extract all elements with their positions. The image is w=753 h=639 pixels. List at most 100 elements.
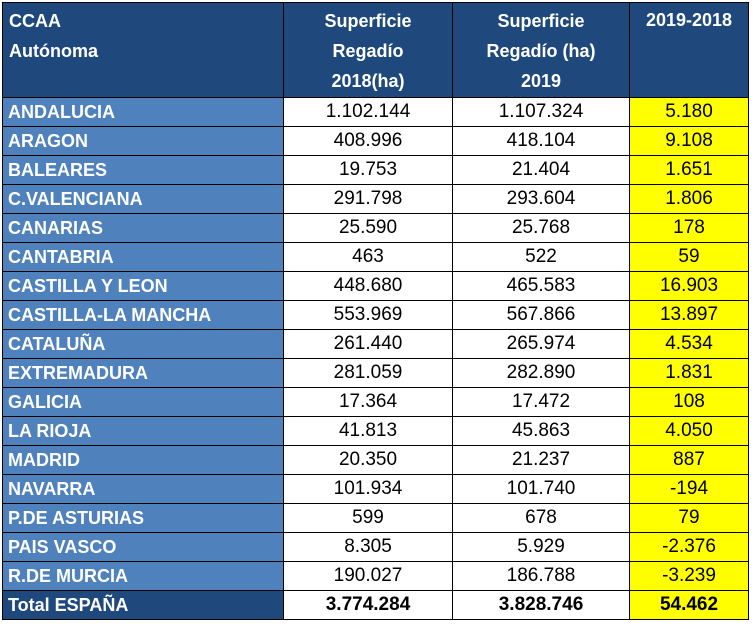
table-row: EXTREMADURA 281.059 282.890 1.831: [2, 358, 749, 388]
region-cell: NAVARRA: [2, 474, 284, 504]
table-row: P.DE ASTURIAS 599 678 79: [2, 503, 749, 533]
region-cell: CANARIAS: [2, 213, 284, 243]
difference-cell: 1.806: [629, 184, 749, 214]
area-2019-cell: 293.604: [452, 184, 630, 214]
area-2019-cell: 465.583: [452, 271, 630, 301]
table-row: R.DE MURCIA 190.027 186.788 -3.239: [2, 561, 749, 591]
table-row: MADRID 20.350 21.237 887: [2, 445, 749, 475]
difference-cell: 887: [629, 445, 749, 475]
difference-cell: 16.903: [629, 271, 749, 301]
table-row: CANARIAS 25.590 25.768 178: [2, 213, 749, 243]
region-cell: C.VALENCIANA: [2, 184, 284, 214]
region-cell: P.DE ASTURIAS: [2, 503, 284, 533]
difference-cell: 1.651: [629, 155, 749, 185]
table-row: PAIS VASCO 8.305 5.929 -2.376: [2, 532, 749, 562]
table-row: CATALUÑA 261.440 265.974 4.534: [2, 329, 749, 359]
area-2018-cell: 41.813: [283, 416, 453, 446]
header-2018: Superficie Regadío 2018(ha): [283, 2, 453, 98]
area-2018-cell: 463: [283, 242, 453, 272]
region-cell: CATALUÑA: [2, 329, 284, 359]
area-2018-cell: 19.753: [283, 155, 453, 185]
area-2018-cell: 8.305: [283, 532, 453, 562]
area-2019-cell: 567.866: [452, 300, 630, 330]
region-cell: ANDALUCIA: [2, 97, 284, 127]
region-cell: BALEARES: [2, 155, 284, 185]
header-2018-line-3: 2018(ha): [331, 71, 405, 91]
area-2018-cell: 291.798: [283, 184, 453, 214]
area-2019-cell: 5.929: [452, 532, 630, 562]
region-cell: GALICIA: [2, 387, 284, 417]
irrigated-area-table-container: CCAA Autónoma Superficie Regadío 2018(ha…: [2, 2, 749, 620]
table-row: BALEARES 19.753 21.404 1.651: [2, 155, 749, 185]
area-2018-cell: 448.680: [283, 271, 453, 301]
area-2018-cell: 281.059: [283, 358, 453, 388]
area-2018-cell: 190.027: [283, 561, 453, 591]
difference-cell: 178: [629, 213, 749, 243]
header-difference-line-1: 2019-2018: [645, 10, 733, 30]
table-row: ARAGON 408.996 418.104 9.108: [2, 126, 749, 156]
header-2019-line-2: Regadío (ha): [486, 41, 596, 61]
difference-cell: 5.180: [629, 97, 749, 127]
table-row: C.VALENCIANA 291.798 293.604 1.806: [2, 184, 749, 214]
area-2019-cell: 45.863: [452, 416, 630, 446]
table-body: ANDALUCIA 1.102.144 1.107.324 5.180 ARAGON 40…: [2, 97, 749, 620]
total-difference-cell: 54.462: [629, 590, 749, 620]
region-cell: MADRID: [2, 445, 284, 475]
difference-cell: 4.534: [629, 329, 749, 359]
table-row: CASTILLA-LA MANCHA 553.969 567.866 13.897: [2, 300, 749, 330]
difference-cell: 13.897: [629, 300, 749, 330]
area-2018-cell: 17.364: [283, 387, 453, 417]
region-cell: CASTILLA Y LEON: [2, 271, 284, 301]
difference-cell: 4.050: [629, 416, 749, 446]
header-2019-line-3: 2019: [520, 71, 562, 91]
table-row: GALICIA 17.364 17.472 108: [2, 387, 749, 417]
area-2019-cell: 17.472: [452, 387, 630, 417]
difference-cell: 79: [629, 503, 749, 533]
area-2019-cell: 1.107.324: [452, 97, 630, 127]
table-row: ANDALUCIA 1.102.144 1.107.324 5.180: [2, 97, 749, 127]
difference-cell: 108: [629, 387, 749, 417]
area-2019-cell: 522: [452, 242, 630, 272]
header-2019: Superficie Regadío (ha) 2019: [452, 2, 630, 98]
region-cell: EXTREMADURA: [2, 358, 284, 388]
header-region-line-2: Autónoma: [9, 41, 98, 61]
header-row: CCAA Autónoma Superficie Regadío 2018(ha…: [2, 2, 749, 98]
area-2019-cell: 282.890: [452, 358, 630, 388]
table-row: NAVARRA 101.934 101.740 -194: [2, 474, 749, 504]
difference-cell: -3.239: [629, 561, 749, 591]
table-row: LA RIOJA 41.813 45.863 4.050: [2, 416, 749, 446]
area-2019-cell: 21.404: [452, 155, 630, 185]
area-2018-cell: 101.934: [283, 474, 453, 504]
area-2018-cell: 1.102.144: [283, 97, 453, 127]
area-2019-cell: 21.237: [452, 445, 630, 475]
area-2019-cell: 101.740: [452, 474, 630, 504]
total-region-cell: Total ESPAÑA: [2, 590, 284, 620]
difference-cell: -2.376: [629, 532, 749, 562]
area-2019-cell: 25.768: [452, 213, 630, 243]
area-2019-cell: 265.974: [452, 329, 630, 359]
header-2018-line-2: Regadío: [332, 41, 404, 61]
header-2019-line-1: Superficie: [497, 11, 585, 31]
table-row: CASTILLA Y LEON 448.680 465.583 16.903: [2, 271, 749, 301]
total-row: Total ESPAÑA 3.774.284 3.828.746 54.462: [2, 590, 749, 620]
area-2018-cell: 261.440: [283, 329, 453, 359]
area-2018-cell: 408.996: [283, 126, 453, 156]
header-region: CCAA Autónoma: [2, 2, 284, 98]
area-2018-cell: 599: [283, 503, 453, 533]
region-cell: PAIS VASCO: [2, 532, 284, 562]
region-cell: CASTILLA-LA MANCHA: [2, 300, 284, 330]
table-row: CANTABRIA 463 522 59: [2, 242, 749, 272]
difference-cell: 59: [629, 242, 749, 272]
area-2018-cell: 25.590: [283, 213, 453, 243]
region-cell: ARAGON: [2, 126, 284, 156]
area-2018-cell: 20.350: [283, 445, 453, 475]
region-cell: CANTABRIA: [2, 242, 284, 272]
header-region-line-1: CCAA: [9, 11, 61, 31]
header-2018-line-1: Superficie: [324, 11, 412, 31]
area-2019-cell: 418.104: [452, 126, 630, 156]
total-2018-cell: 3.774.284: [283, 590, 453, 620]
region-cell: R.DE MURCIA: [2, 561, 284, 591]
difference-cell: -194: [629, 474, 749, 504]
difference-cell: 1.831: [629, 358, 749, 388]
total-2019-cell: 3.828.746: [452, 590, 630, 620]
